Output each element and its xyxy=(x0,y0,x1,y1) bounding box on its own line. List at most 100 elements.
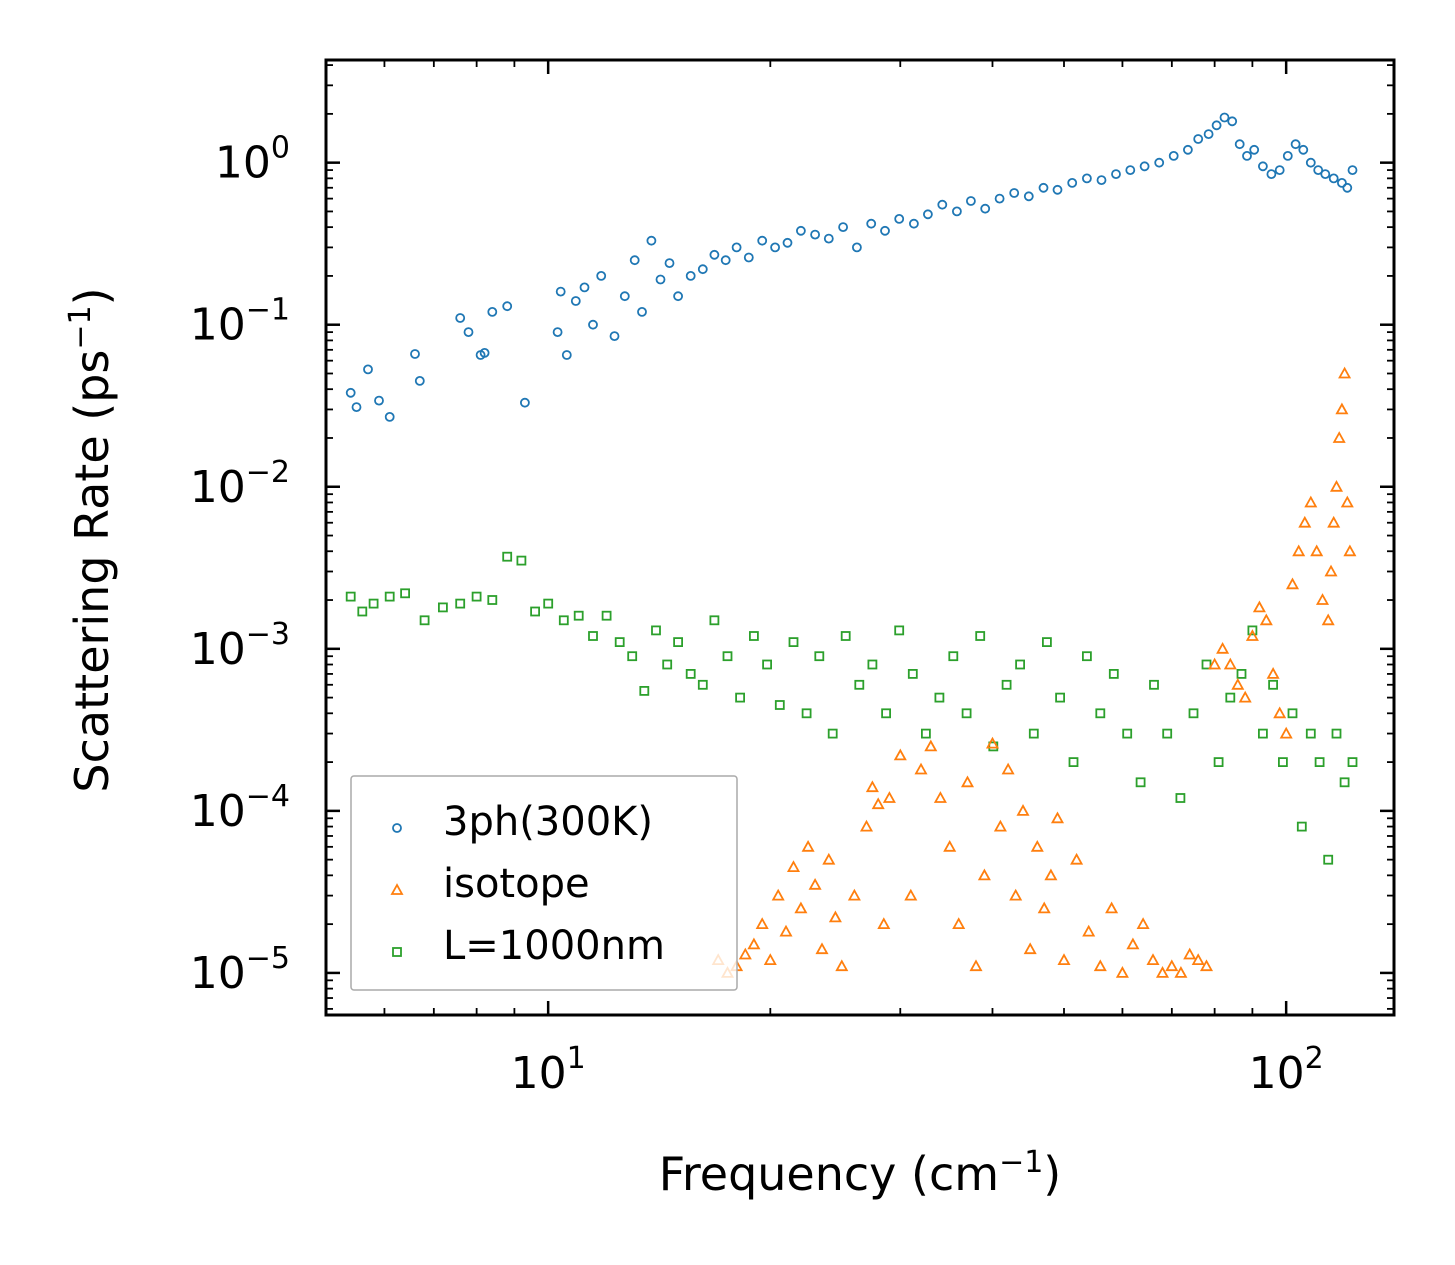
data-point xyxy=(479,347,490,358)
data-point xyxy=(866,218,877,229)
data-point xyxy=(345,387,356,398)
data-point xyxy=(867,659,878,670)
data-point xyxy=(1093,959,1107,972)
data-point xyxy=(808,877,822,890)
data-point xyxy=(614,637,625,647)
data-point xyxy=(1125,165,1136,176)
data-point xyxy=(738,947,752,960)
data-point xyxy=(363,364,373,375)
data-point xyxy=(627,651,638,662)
data-point xyxy=(865,780,879,793)
data-point xyxy=(1122,728,1133,739)
data-point xyxy=(1126,937,1140,950)
data-point xyxy=(1191,953,1205,965)
data-point xyxy=(815,942,829,955)
legend-marker xyxy=(392,823,402,833)
data-point xyxy=(1314,757,1325,767)
data-point xyxy=(555,286,566,297)
data-point xyxy=(871,797,885,810)
data-point xyxy=(1298,515,1312,528)
data-point xyxy=(655,274,666,285)
data-point xyxy=(1290,139,1301,150)
data-point xyxy=(1070,852,1084,865)
data-point xyxy=(720,255,731,266)
data-point xyxy=(1165,959,1179,972)
data-point xyxy=(1016,804,1030,816)
data-point xyxy=(673,291,683,302)
series-2 xyxy=(345,551,1358,865)
data-point xyxy=(961,708,972,719)
y-axis-title-main: Scattering Rate (ps xyxy=(65,350,119,793)
data-point xyxy=(880,225,890,236)
data-point xyxy=(838,222,848,233)
data-point xyxy=(796,225,806,236)
data-point xyxy=(1315,593,1330,605)
data-point xyxy=(993,819,1007,832)
data-point xyxy=(345,591,356,602)
data-point xyxy=(835,959,849,972)
legend: 3ph(300K) isotope L=1000nm xyxy=(350,775,738,991)
data-point xyxy=(1305,728,1316,739)
data-point xyxy=(822,852,836,865)
data-point xyxy=(894,625,905,636)
data-point xyxy=(914,762,928,775)
data-point xyxy=(1213,757,1224,767)
data-point xyxy=(1096,175,1107,186)
data-point xyxy=(952,917,966,929)
data-point xyxy=(934,692,945,703)
data-point xyxy=(1009,888,1023,901)
data-point xyxy=(637,306,647,317)
data-point xyxy=(1146,953,1160,965)
data-point xyxy=(788,637,799,647)
data-point xyxy=(1108,669,1119,679)
legend-label-3ph: 3ph(300K) xyxy=(443,799,653,845)
data-point xyxy=(1149,679,1159,690)
data-point xyxy=(1139,161,1150,172)
data-point xyxy=(1323,854,1334,865)
data-point xyxy=(1199,959,1214,972)
data-point xyxy=(1042,637,1052,647)
data-point xyxy=(1111,169,1121,180)
data-point xyxy=(1252,600,1266,613)
data-point xyxy=(552,327,563,338)
data-point xyxy=(1266,169,1277,180)
data-point xyxy=(1082,173,1092,184)
data-point xyxy=(1001,762,1015,775)
data-point xyxy=(1242,150,1252,161)
data-point xyxy=(1009,188,1020,198)
data-point xyxy=(731,242,742,253)
data-point xyxy=(1135,777,1146,788)
data-point xyxy=(770,242,780,253)
data-point xyxy=(1259,613,1273,626)
data-point xyxy=(1343,544,1357,557)
data-point xyxy=(771,888,785,901)
x-axis-title-exponent: −1 xyxy=(999,1145,1043,1180)
data-point xyxy=(960,775,975,788)
data-point xyxy=(779,924,793,937)
data-point xyxy=(410,349,420,359)
data-point xyxy=(1347,165,1358,176)
data-point xyxy=(774,700,785,710)
data-point xyxy=(1268,679,1278,690)
data-point xyxy=(1211,120,1222,131)
data-point xyxy=(907,669,918,679)
data-point xyxy=(1082,651,1092,662)
x-tick-label: 102 xyxy=(1249,1041,1324,1099)
data-point xyxy=(1332,431,1346,443)
data-point xyxy=(881,708,891,719)
data-point xyxy=(1001,679,1012,690)
data-point xyxy=(933,791,947,803)
data-point xyxy=(1174,966,1188,978)
data-point xyxy=(1320,169,1331,180)
data-point xyxy=(502,301,513,312)
data-point xyxy=(1258,728,1268,739)
legend-marker xyxy=(392,947,402,957)
plot-frame xyxy=(324,58,1396,1017)
data-point xyxy=(1193,134,1204,144)
data-point xyxy=(1162,728,1173,739)
data-point xyxy=(685,669,696,679)
data-point xyxy=(1328,173,1339,184)
data-point xyxy=(1342,182,1353,193)
data-point xyxy=(1219,112,1230,123)
